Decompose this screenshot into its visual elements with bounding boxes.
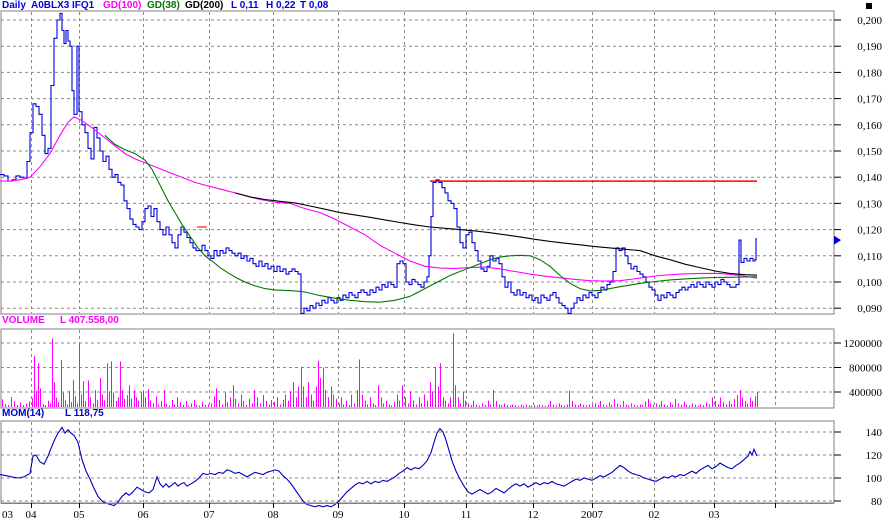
x-axis-tick-label: 12 — [528, 509, 539, 521]
series-GD(200) — [234, 192, 758, 276]
series-close — [0, 12, 757, 314]
x-axis-tick-label: 07 — [204, 509, 216, 521]
y-axis-tick-label: 0,160 — [857, 120, 882, 132]
x-axis-tick-label: 10 — [399, 509, 411, 521]
gd100-legend: GD(100) — [103, 0, 142, 11]
x-axis-tick-label: 08 — [268, 509, 280, 521]
y-axis-tick-label: 100 — [866, 473, 883, 485]
x-axis-tick-label: 03 — [2, 509, 14, 521]
momentum-last-value: L 118,75 — [65, 408, 104, 419]
period-label: Daily — [2, 0, 26, 11]
volume-last-value: L 407.558,00 — [60, 315, 119, 326]
x-axis-tick-label: 2007 — [581, 509, 604, 521]
y-axis-tick-label: 0,110 — [858, 251, 883, 263]
last-price-arrow-icon — [834, 235, 841, 245]
exchange-label: IFQ1 — [72, 0, 95, 11]
low-value: T 0,08 — [300, 0, 329, 11]
y-axis-tick-label: 0,120 — [857, 225, 882, 237]
symbol-label: A0BLX3 — [31, 0, 70, 11]
gd38-legend: GD(38) — [147, 0, 180, 11]
volume-label: VOLUME — [2, 315, 45, 326]
y-axis-tick-label: 800000 — [849, 363, 883, 375]
x-axis-tick-label: 03 — [709, 509, 721, 521]
high-value: H 0,22 — [266, 0, 296, 11]
panel-border — [0, 328, 835, 409]
y-axis-tick-label: 0,090 — [857, 303, 882, 315]
y-axis-tick-label: 0,130 — [857, 198, 882, 210]
gd200-legend: GD(200) — [185, 0, 224, 11]
y-axis-tick-label: 120 — [866, 450, 883, 462]
series-MOM(14) — [0, 426, 758, 508]
y-axis-tick-label: 0,180 — [857, 67, 882, 79]
panel-border — [0, 420, 835, 504]
x-axis-tick-label: 06 — [138, 509, 150, 521]
x-axis-tick-label: 05 — [74, 509, 86, 521]
y-axis-tick-label: 0,150 — [857, 146, 882, 158]
x-axis-tick-label: 04 — [26, 509, 38, 521]
y-axis-tick-label: 0,100 — [857, 277, 882, 289]
series-GD(100) — [0, 116, 758, 282]
corner-marker-icon — [866, 3, 872, 9]
y-axis-tick-label: 1200000 — [844, 338, 883, 350]
y-axis-tick-label: 0,200 — [857, 15, 882, 27]
series-GD(38) — [104, 134, 758, 303]
momentum-label: MOM(14) — [2, 408, 45, 419]
y-axis-tick-label: 0,190 — [857, 41, 882, 53]
y-axis-tick-label: 140 — [866, 427, 883, 439]
x-axis-tick-label: 11 — [461, 509, 472, 521]
y-axis-tick-label: 0,140 — [857, 172, 882, 184]
x-axis-tick-label: 02 — [649, 509, 660, 521]
y-axis-tick-label: 0,170 — [857, 94, 882, 106]
y-axis-tick-label: 80 — [871, 496, 883, 508]
y-axis-tick-label: 400000 — [849, 387, 883, 399]
last-value: L 0,11 — [231, 0, 259, 11]
panel-border — [0, 10, 835, 315]
x-axis-tick-label: 09 — [333, 509, 345, 521]
